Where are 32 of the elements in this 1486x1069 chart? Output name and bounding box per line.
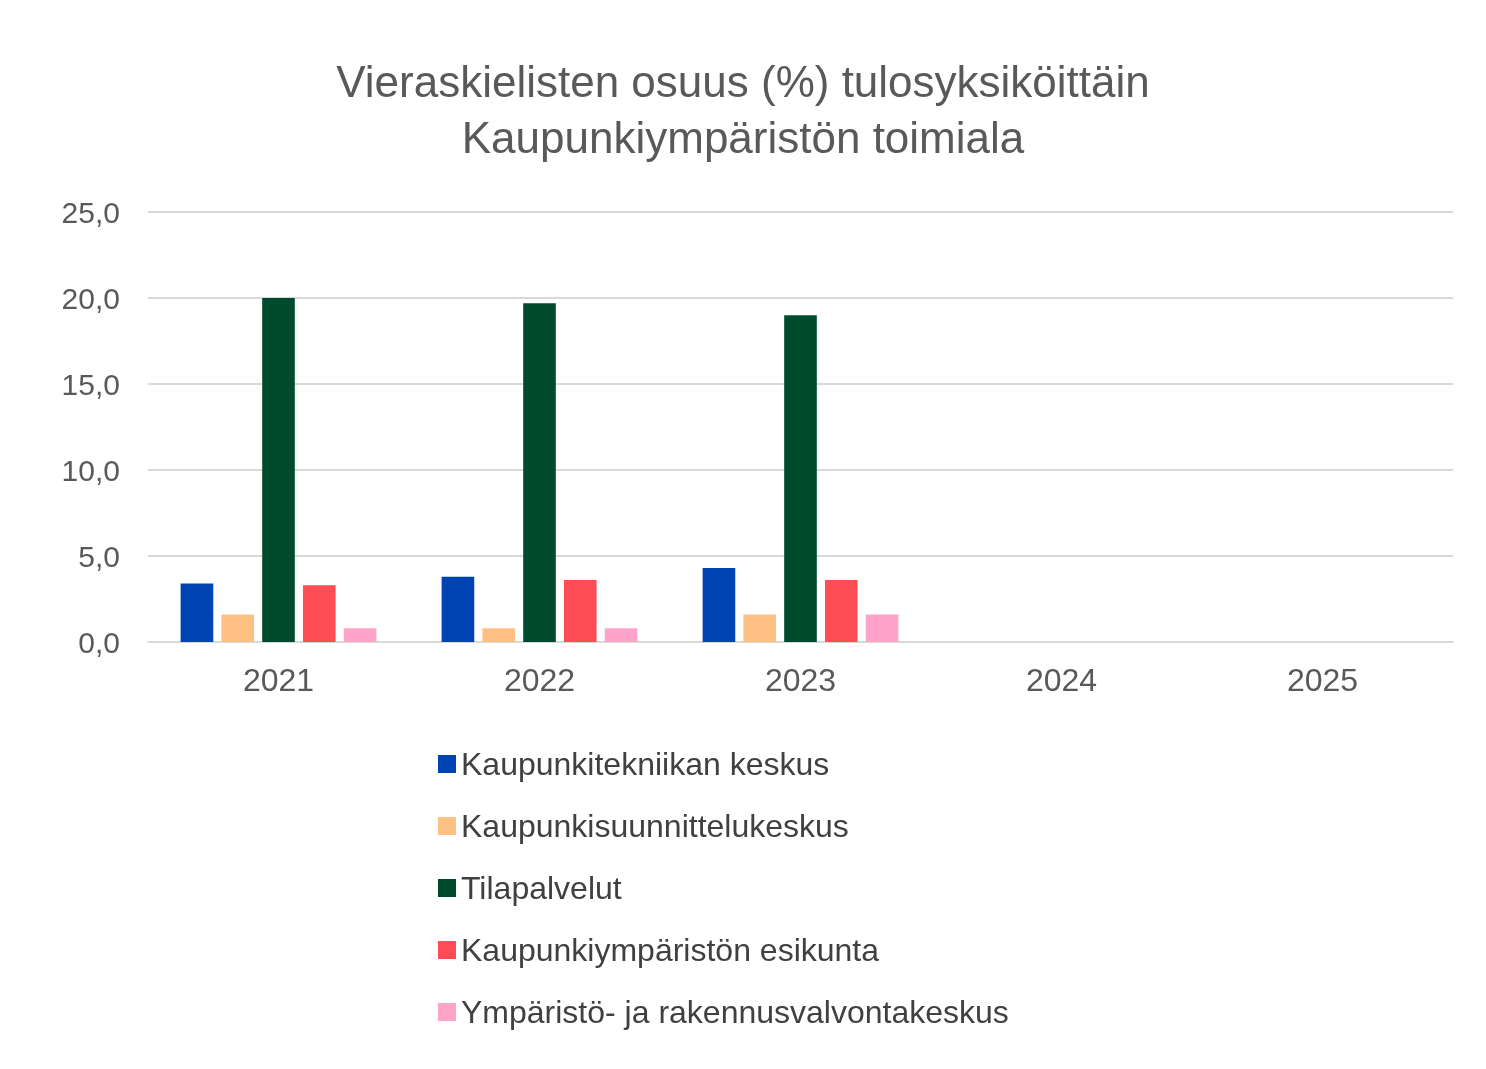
y-tick-label: 10,0 (61, 453, 120, 487)
chart-title: Vieraskielisten osuus (%) tulosyksiköittäin Kaupunkiympäristön toimiala (336, 56, 1150, 162)
y-tick-label: 5,0 (78, 539, 120, 573)
bar (482, 628, 516, 642)
x-tick-label: 2021 (242, 662, 315, 698)
legend-label: Ympäristö- ja rakennusvalvontakeskus (461, 994, 1009, 1030)
bar (563, 580, 597, 642)
x-tick-label: 2025 (1286, 662, 1359, 698)
y-tick-label: 20,0 (61, 281, 120, 315)
bar (824, 580, 858, 642)
x-tick-label: 2023 (764, 662, 837, 698)
x-tick-label: 2022 (503, 662, 576, 698)
bar (343, 628, 377, 642)
x-tick-label: 2024 (1025, 662, 1098, 698)
bar (784, 315, 817, 642)
y-tick-label: 25,0 (61, 195, 120, 229)
bar (743, 614, 777, 642)
y-tick-label: 15,0 (61, 367, 120, 401)
legend-label: Kaupunkisuunnittelukeskus (461, 808, 849, 844)
bar (302, 585, 336, 642)
bar (604, 628, 638, 642)
bar (180, 583, 214, 642)
bar (865, 614, 899, 642)
bar (523, 303, 556, 642)
legend-label: Tilapalvelut (461, 870, 622, 906)
y-tick-label: 0,0 (78, 625, 120, 659)
bar (441, 576, 475, 642)
legend-label: Kaupunkitekniikan keskus (461, 746, 830, 782)
legend-label: Kaupunkiympäristön esikunta (461, 932, 880, 968)
bar (702, 568, 736, 642)
bar (262, 298, 295, 642)
bar (221, 614, 255, 642)
